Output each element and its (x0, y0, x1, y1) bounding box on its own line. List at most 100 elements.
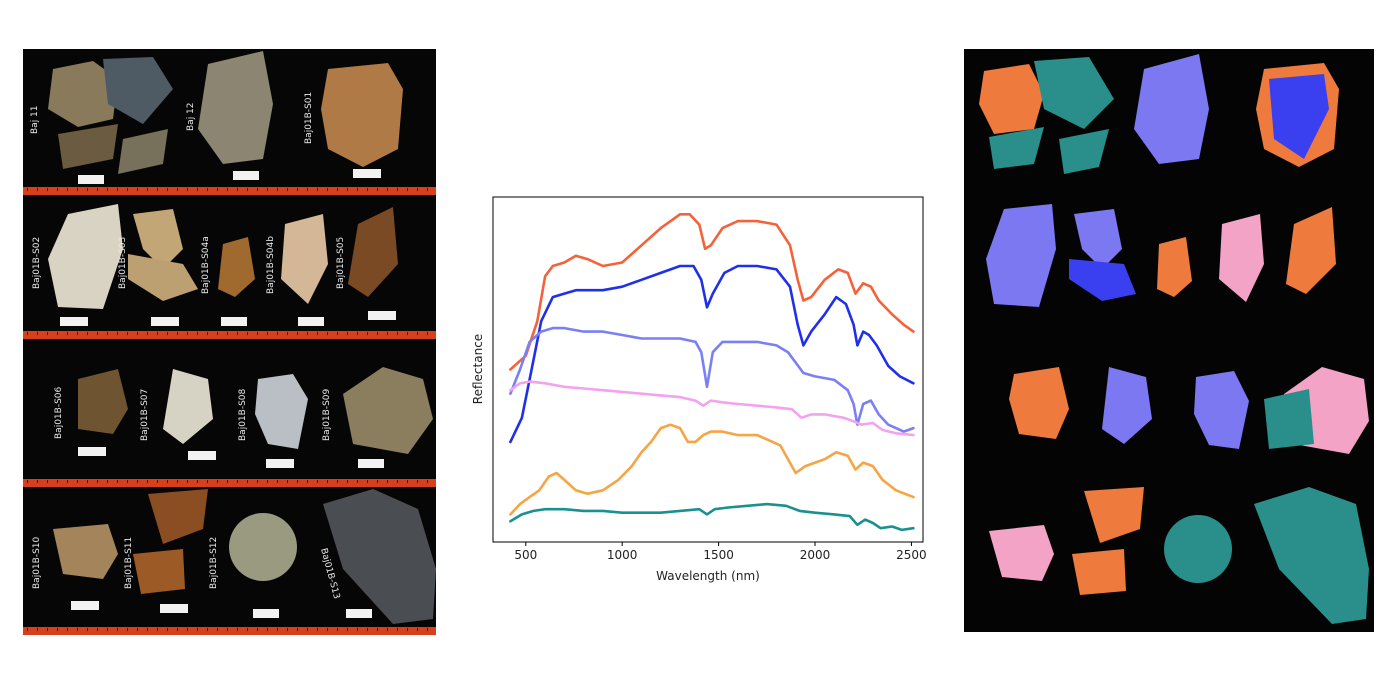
ruler-tick (287, 480, 288, 483)
ruler-tick (277, 332, 278, 335)
ruler-tick (107, 480, 108, 483)
ruler-tick (47, 480, 48, 483)
ruler-tick (347, 188, 348, 191)
ruler-tick (37, 628, 38, 631)
rock-specimen (133, 209, 183, 269)
ruler-tick (137, 188, 138, 191)
rock-specimen (53, 524, 118, 579)
ruler-tick (47, 332, 48, 335)
series-line-3 (509, 326, 915, 433)
ruler-tick (97, 628, 98, 631)
ruler-tick (137, 480, 138, 483)
ruler-tick (327, 188, 328, 191)
ruler-tick (337, 188, 338, 191)
ruler-tick (207, 480, 208, 483)
ruler-tick (197, 628, 198, 631)
ruler-tick (417, 480, 418, 483)
ruler-tick (167, 332, 168, 335)
sample-label: Baj01B-S09 (322, 388, 332, 441)
ruler-tick (107, 188, 108, 191)
ruler-tick (397, 188, 398, 191)
ruler-tick (257, 628, 258, 631)
sample-label: Baj01B-S02 (32, 237, 42, 289)
ruler-tick (357, 332, 358, 335)
ruler-tick (157, 188, 158, 191)
ruler-tick (337, 480, 338, 483)
ruler-tick (427, 628, 428, 631)
series-line-6 (509, 502, 915, 532)
ruler-tick (147, 480, 148, 483)
ruler-tick (77, 628, 78, 631)
sample-label: Baj01B-S06 (54, 386, 64, 439)
ruler-tick (67, 628, 68, 631)
ruler-tick (337, 628, 338, 631)
ruler-tick (57, 480, 58, 483)
rock-specimen (78, 369, 128, 434)
ruler-tick (417, 332, 418, 335)
ruler-tick (127, 628, 128, 631)
plot-frame (492, 196, 924, 543)
ruler-tick (57, 188, 58, 191)
ruler-tick (87, 628, 88, 631)
ruler-tick (67, 188, 68, 191)
x-tick-label: 1500 (703, 548, 734, 562)
ruler-tick (367, 188, 368, 191)
ruler-tick (317, 480, 318, 483)
ruler-tick (27, 628, 28, 631)
ruler-tick (247, 628, 248, 631)
sample-label: Baj01B-S08 (238, 388, 248, 441)
ruler-tick (87, 480, 88, 483)
sample-label: Baj01B-S12 (209, 537, 219, 589)
ruler-tick (267, 480, 268, 483)
rock-specimen (218, 237, 255, 297)
classified-rock-region (1164, 515, 1232, 583)
ruler-tick (187, 188, 188, 191)
ruler-tick (357, 480, 358, 483)
sample-label: Baj 12 (186, 102, 196, 131)
ruler-tick (157, 628, 158, 631)
sample-label: Baj01B-S03 (118, 237, 128, 289)
classified-rock-region (1254, 487, 1369, 624)
ruler-tick (247, 480, 248, 483)
ruler-tick (287, 188, 288, 191)
classified-rock-region (1102, 367, 1152, 444)
ruler-tick (367, 480, 368, 483)
ruler-tick (177, 188, 178, 191)
ruler-tick (127, 332, 128, 335)
measuring-ruler (23, 187, 436, 635)
ruler-tick (177, 628, 178, 631)
ruler-tick (87, 332, 88, 335)
rock-specimen (255, 374, 308, 449)
ruler-tick (337, 332, 338, 335)
ruler-tick (287, 628, 288, 631)
ruler-tick (387, 332, 388, 335)
rock-specimen (229, 513, 297, 581)
ruler-tick (37, 332, 38, 335)
ruler-tick (237, 188, 238, 191)
ruler-tick (147, 628, 148, 631)
rock-specimen (103, 57, 173, 124)
ruler-tick (377, 628, 378, 631)
ruler-tick (27, 188, 28, 191)
ruler-tick (257, 188, 258, 191)
x-tick-label: 2000 (800, 548, 831, 562)
sample-label: Baj01B-S05 (336, 237, 346, 289)
ruler-tick (117, 628, 118, 631)
sample-label: Baj01B-S01 (304, 92, 314, 144)
classified-rock-region (1194, 371, 1249, 449)
ruler-tick (217, 188, 218, 191)
ruler-tick (157, 332, 158, 335)
ruler-tick (207, 332, 208, 335)
ruler-tick (217, 628, 218, 631)
ruler-tick (117, 188, 118, 191)
ruler-tick (197, 332, 198, 335)
rock-specimen (133, 549, 185, 594)
sample-label: Baj01B-S04b (266, 236, 276, 294)
reflectance-chart-plot: 500 1000 1500 2000 2500 Wavelength (nm) Refl… (471, 196, 927, 583)
ruler-tick (267, 628, 268, 631)
rock-specimen (148, 489, 208, 544)
classified-rock-region (989, 525, 1054, 581)
ruler-tick (47, 628, 48, 631)
ruler-tick (307, 628, 308, 631)
ruler-tick (197, 188, 198, 191)
